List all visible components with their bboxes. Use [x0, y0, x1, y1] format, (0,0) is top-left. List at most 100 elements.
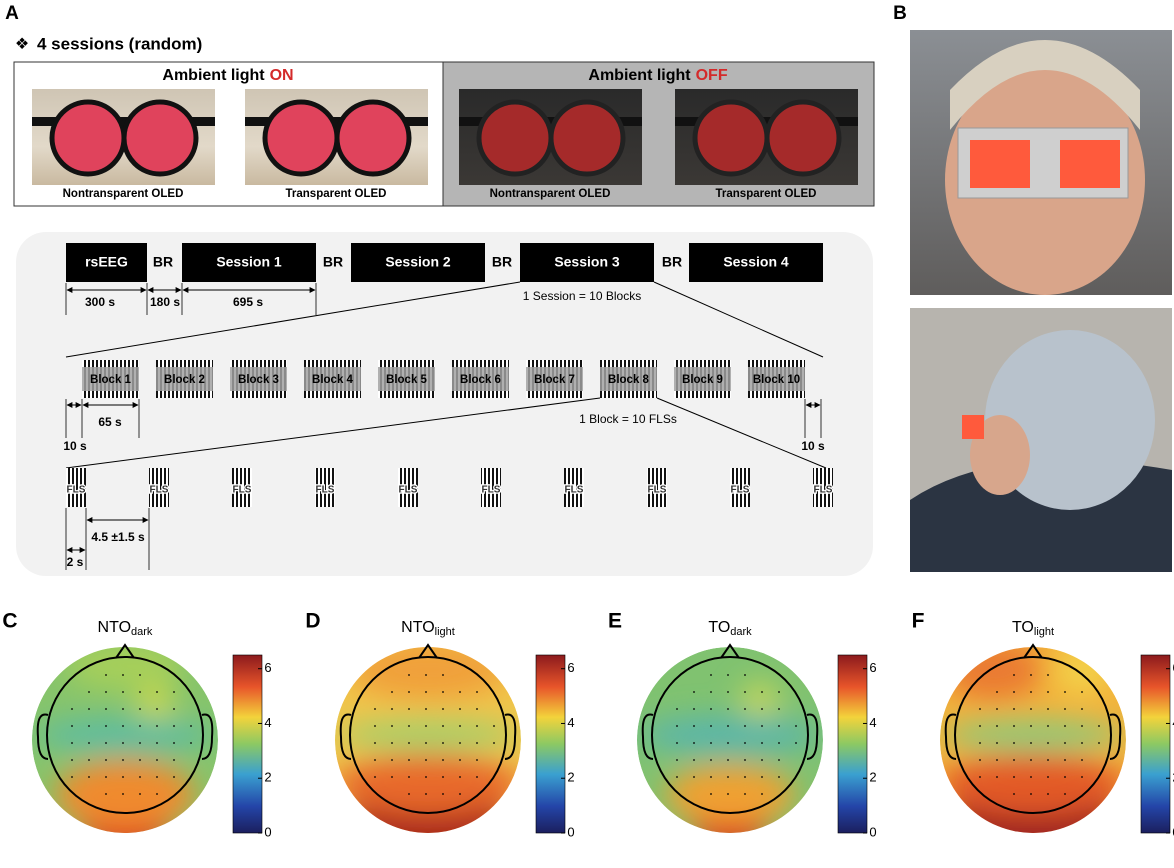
timeline-box — [16, 232, 873, 576]
block-label: Block 3 — [238, 374, 279, 386]
electrode — [1030, 793, 1032, 795]
panel-label: A — [5, 3, 19, 24]
electrode — [996, 725, 998, 727]
electrode — [442, 725, 444, 727]
head — [954, 656, 1112, 814]
electrode — [425, 759, 427, 761]
duration-label: 695 s — [233, 295, 263, 309]
electrode — [727, 776, 729, 778]
electrode — [442, 742, 444, 744]
electrode — [1013, 776, 1015, 778]
blob — [665, 765, 795, 825]
electrode — [476, 725, 478, 727]
electrode — [744, 691, 746, 693]
image-caption: Nontransparent OLED — [490, 188, 611, 200]
session-label: Session 2 — [385, 254, 451, 270]
electrode — [105, 674, 107, 676]
electrode — [408, 776, 410, 778]
electrode — [979, 742, 981, 744]
condition-name: Ambient light — [162, 67, 265, 84]
electrode — [1013, 793, 1015, 795]
note: 1 Block = 10 FLSs — [579, 412, 677, 426]
electrode — [1098, 742, 1100, 744]
electrode — [1013, 691, 1015, 693]
electrode — [442, 674, 444, 676]
electrode — [156, 691, 158, 693]
blob — [943, 719, 1123, 751]
electrode — [1047, 759, 1049, 761]
electrode — [391, 742, 393, 744]
electrode — [374, 725, 376, 727]
electrode — [727, 793, 729, 795]
block-label: Block 2 — [164, 374, 205, 386]
electrode — [979, 776, 981, 778]
electrode — [190, 742, 192, 744]
electrode — [778, 776, 780, 778]
electrode — [1081, 759, 1083, 761]
session-label: Session 3 — [554, 254, 620, 270]
electrode — [122, 776, 124, 778]
electrode — [693, 725, 695, 727]
electrode — [476, 776, 478, 778]
electrode — [676, 725, 678, 727]
stimulus-label: FLS — [648, 485, 667, 496]
map-title: TOlight — [1012, 619, 1054, 638]
electrode — [693, 691, 695, 693]
electrode — [710, 793, 712, 795]
electrode — [173, 725, 175, 727]
stimulus — [66, 468, 86, 507]
ear — [944, 713, 957, 760]
electrode — [727, 674, 729, 676]
electrode — [425, 725, 427, 727]
electrode — [1047, 776, 1049, 778]
electrode — [105, 708, 107, 710]
electrode — [173, 742, 175, 744]
stimulus-label: FLS — [814, 485, 833, 496]
electrode — [476, 742, 478, 744]
electrode — [1030, 742, 1032, 744]
electrode — [71, 759, 73, 761]
block-core — [378, 367, 435, 391]
colorbar-tick-label: 2 — [1172, 770, 1174, 785]
electrode — [122, 691, 124, 693]
condition-title: Ambient light OFF — [588, 67, 727, 84]
electrode — [727, 725, 729, 727]
electrode — [139, 759, 141, 761]
electrode — [996, 759, 998, 761]
head — [349, 656, 507, 814]
electrode — [761, 725, 763, 727]
electrode — [727, 691, 729, 693]
bullet: ❖ — [15, 36, 29, 53]
electrode — [391, 691, 393, 693]
block-label: Block 7 — [534, 374, 575, 386]
panel-label: B — [893, 3, 907, 24]
electrode — [156, 725, 158, 727]
colorbar-tick-label: 4 — [869, 715, 876, 730]
stimulus — [730, 468, 750, 507]
blob — [55, 760, 195, 830]
electrode — [425, 793, 427, 795]
condition-state: OFF — [696, 67, 728, 84]
nose — [418, 643, 438, 659]
electrode — [710, 776, 712, 778]
lens — [334, 99, 412, 177]
blobs — [35, 647, 215, 833]
electrode — [979, 759, 981, 761]
electrode — [727, 759, 729, 761]
map-title-sub: dark — [131, 626, 153, 638]
map-title-base: NTO — [98, 619, 131, 636]
electrode — [105, 776, 107, 778]
colorbar — [535, 654, 566, 834]
map-title-sub: dark — [730, 626, 752, 638]
duration-label: 10 s — [801, 439, 825, 453]
electrode — [425, 708, 427, 710]
temple — [459, 117, 642, 126]
block-label: Block 1 — [90, 374, 132, 386]
electrode — [727, 742, 729, 744]
ear — [201, 713, 214, 760]
electrode — [1030, 691, 1032, 693]
electrode — [408, 725, 410, 727]
panel-label: E — [608, 610, 622, 633]
electrode — [1047, 708, 1049, 710]
